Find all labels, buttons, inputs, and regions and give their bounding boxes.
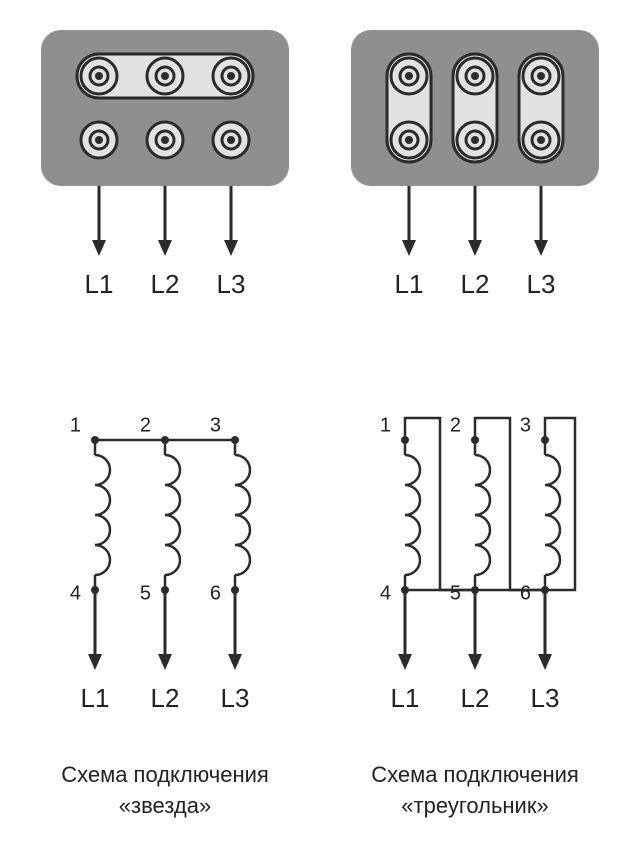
svg-text:L2: L2 — [461, 269, 490, 299]
svg-text:L3: L3 — [527, 269, 556, 299]
svg-text:L3: L3 — [217, 269, 246, 299]
svg-text:L2: L2 — [151, 269, 180, 299]
svg-text:2: 2 — [140, 414, 151, 436]
terminal-box-delta: L1 L2 L3 — [341, 30, 609, 316]
schematic-star: 1 4 L1 2 5 L2 3 6 L3 — [25, 400, 305, 730]
svg-text:L1: L1 — [81, 683, 110, 713]
schematic-delta: 1 4 L1 2 5 L2 3 6 L3 — [335, 400, 615, 730]
svg-text:L3: L3 — [221, 683, 250, 713]
svg-text:4: 4 — [380, 582, 391, 604]
svg-text:3: 3 — [210, 414, 221, 436]
terminal-box-star: L1 L2 L3 — [31, 30, 299, 316]
svg-text:5: 5 — [450, 582, 461, 604]
caption-star: Схема подключения«звезда» — [25, 760, 305, 822]
svg-text:L3: L3 — [531, 683, 560, 713]
caption-delta: Схема подключения«треугольник» — [335, 760, 615, 822]
svg-text:2: 2 — [450, 414, 461, 436]
svg-text:1: 1 — [70, 414, 81, 436]
svg-text:5: 5 — [140, 582, 151, 604]
svg-text:L1: L1 — [395, 269, 424, 299]
svg-text:L1: L1 — [391, 683, 420, 713]
svg-text:3: 3 — [520, 414, 531, 436]
svg-text:6: 6 — [210, 582, 221, 604]
svg-text:1: 1 — [380, 414, 391, 436]
svg-text:6: 6 — [520, 582, 531, 604]
svg-text:L1: L1 — [85, 269, 114, 299]
svg-text:L2: L2 — [461, 683, 490, 713]
svg-text:L2: L2 — [151, 683, 180, 713]
svg-text:4: 4 — [70, 582, 81, 604]
